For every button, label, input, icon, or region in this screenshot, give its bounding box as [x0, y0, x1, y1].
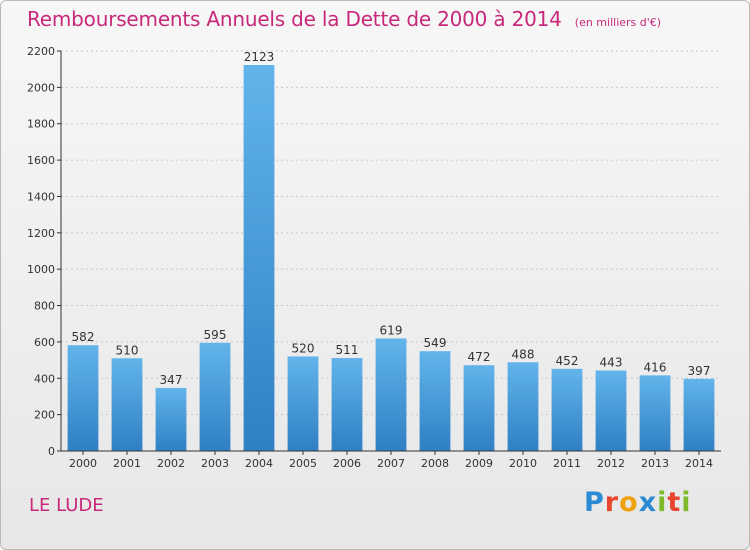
y-tick-label: 2000 [27, 81, 55, 94]
logo-letter: r [604, 487, 620, 518]
logo-letter: o [619, 487, 639, 518]
bar-2011 [551, 368, 583, 451]
data-label: 595 [204, 328, 227, 342]
bar-2006 [331, 358, 363, 451]
x-tick-label: 2011 [553, 457, 581, 470]
labels: 0 200 400 600 800 1000 1200 1400 1600 1800 2000 220… [27, 45, 713, 470]
bar-2001 [111, 358, 143, 451]
data-label: 416 [644, 360, 667, 374]
y-tick-label: 1400 [27, 190, 55, 203]
x-tick-label: 2000 [69, 457, 97, 470]
data-label: 549 [424, 336, 447, 350]
data-label: 347 [160, 373, 183, 387]
x-tick-label: 2005 [289, 457, 317, 470]
bar-2003 [199, 342, 231, 451]
axes [57, 50, 721, 455]
x-tick-label: 2003 [201, 457, 229, 470]
data-label: 511 [336, 343, 359, 357]
bar-2008 [419, 351, 451, 451]
y-tick-label: 2200 [27, 45, 55, 58]
bar-2007 [375, 338, 407, 451]
x-tick-label: 2010 [509, 457, 537, 470]
x-tick-label: 2008 [421, 457, 449, 470]
logo-letter: i [681, 487, 692, 518]
data-label: 397 [688, 364, 711, 378]
bar-2012 [595, 370, 627, 451]
proxiti-logo: Proxiti [584, 487, 692, 518]
bar-2000 [67, 345, 99, 451]
y-tick-label: 1200 [27, 227, 55, 240]
logo-letter: x [638, 487, 658, 518]
x-tick-label: 2007 [377, 457, 405, 470]
bar-2014 [683, 378, 715, 451]
data-label: 520 [292, 341, 315, 355]
x-tick-label: 2013 [641, 457, 669, 470]
bars [67, 65, 715, 451]
bar-2004 [243, 65, 275, 451]
data-label: 582 [72, 330, 95, 344]
logo-letter: t [667, 487, 682, 518]
y-tick-label: 1800 [27, 118, 55, 131]
y-tick-label: 800 [34, 300, 55, 313]
chart-header: Remboursements Annuels de la Dette de 20… [27, 7, 661, 31]
bar-2005 [287, 356, 319, 451]
logo-letter: i [657, 487, 668, 518]
bar-2009 [463, 365, 495, 451]
x-tick-label: 2001 [113, 457, 141, 470]
data-label: 488 [512, 347, 535, 361]
x-tick-label: 2004 [245, 457, 273, 470]
y-tick-label: 400 [34, 372, 55, 385]
y-tick-label: 1600 [27, 154, 55, 167]
data-label: 2123 [244, 50, 275, 64]
x-tick-label: 2014 [685, 457, 713, 470]
y-tick-label: 600 [34, 336, 55, 349]
y-tick-label: 200 [34, 409, 55, 422]
x-tick-label: 2012 [597, 457, 625, 470]
data-label: 472 [468, 350, 491, 364]
x-tick-label: 2009 [465, 457, 493, 470]
bar-2013 [639, 375, 671, 451]
y-tick-label: 0 [48, 445, 55, 458]
bar-2010 [507, 362, 539, 451]
x-tick-label: 2002 [157, 457, 185, 470]
bar-2002 [155, 387, 187, 451]
data-label: 443 [600, 355, 623, 369]
y-tick-label: 1000 [27, 263, 55, 276]
chart-unit: (en milliers d'€) [574, 16, 662, 29]
chart-title: Remboursements Annuels de la Dette de 20… [27, 7, 562, 31]
x-tick-label: 2006 [333, 457, 361, 470]
data-label: 452 [556, 354, 579, 368]
commune-name: LE LUDE [29, 495, 104, 516]
data-label: 510 [116, 343, 139, 357]
data-label: 619 [380, 323, 403, 337]
logo-letter: P [584, 487, 605, 518]
